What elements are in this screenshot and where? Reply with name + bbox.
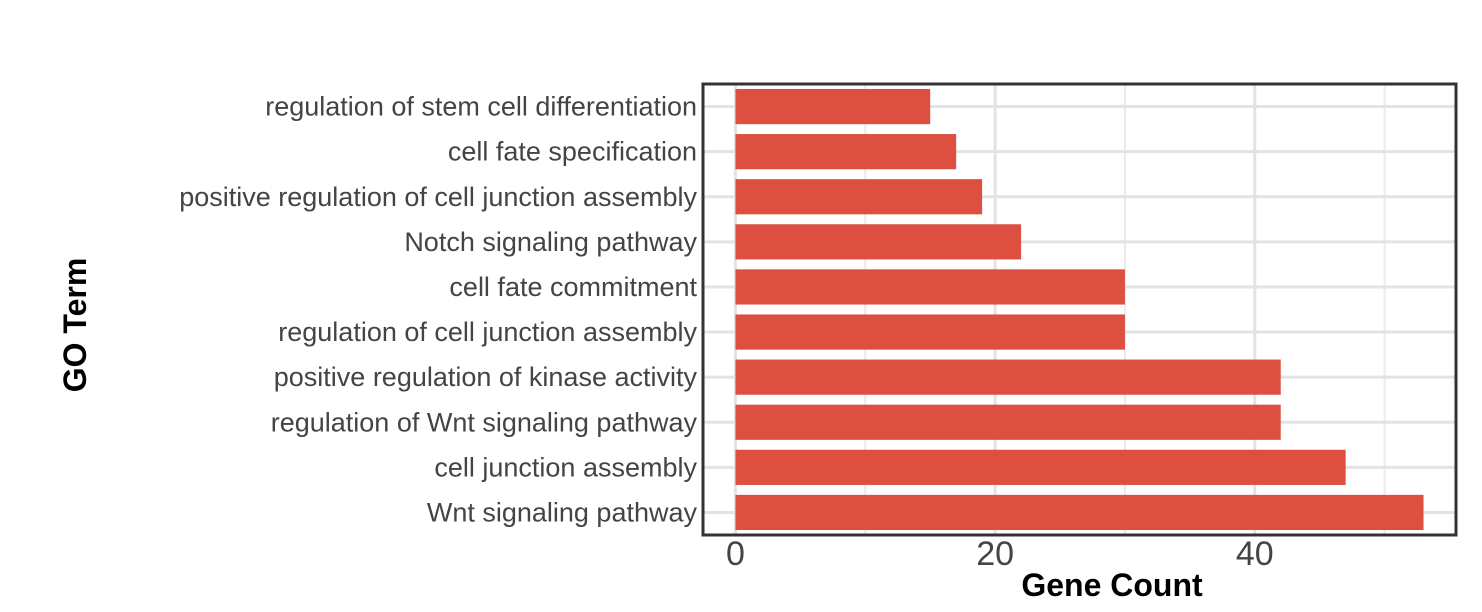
bar xyxy=(735,314,1125,350)
x-tick-label: 20 xyxy=(976,535,1014,573)
bar xyxy=(735,224,1022,260)
x-tick-label: 0 xyxy=(726,535,745,573)
x-axis-title: Gene Count xyxy=(1021,567,1203,603)
bar xyxy=(735,134,957,170)
y-tick-label: cell junction assembly xyxy=(434,452,697,482)
bar xyxy=(735,449,1346,485)
y-tick-label: cell fate commitment xyxy=(449,272,697,302)
x-axis-ticks: 0 20 40 xyxy=(726,535,1274,573)
y-tick-label: regulation of cell junction assembly xyxy=(278,317,697,347)
bar xyxy=(735,88,931,125)
bar xyxy=(735,359,1281,395)
y-tick-label: cell fate specification xyxy=(448,137,697,167)
bar xyxy=(735,404,1281,440)
x-tick-label: 40 xyxy=(1236,535,1274,573)
bar xyxy=(735,179,983,215)
plot-border xyxy=(701,82,1458,537)
bars xyxy=(735,88,1424,531)
bar xyxy=(735,269,1125,305)
y-tick-label: Notch signaling pathway xyxy=(404,227,697,257)
bar xyxy=(735,494,1424,531)
y-tick-label: positive regulation of cell junction ass… xyxy=(179,182,697,212)
y-axis-title: GO Term xyxy=(57,258,93,393)
y-tick-label: regulation of stem cell differentiation xyxy=(265,92,697,122)
y-tick-label: positive regulation of kinase activity xyxy=(274,362,698,392)
y-axis-labels: regulation of stem cell differentiation c… xyxy=(179,92,697,528)
y-tick-label: regulation of Wnt signaling pathway xyxy=(271,407,698,437)
y-tick-label: Wnt signaling pathway xyxy=(427,497,698,527)
